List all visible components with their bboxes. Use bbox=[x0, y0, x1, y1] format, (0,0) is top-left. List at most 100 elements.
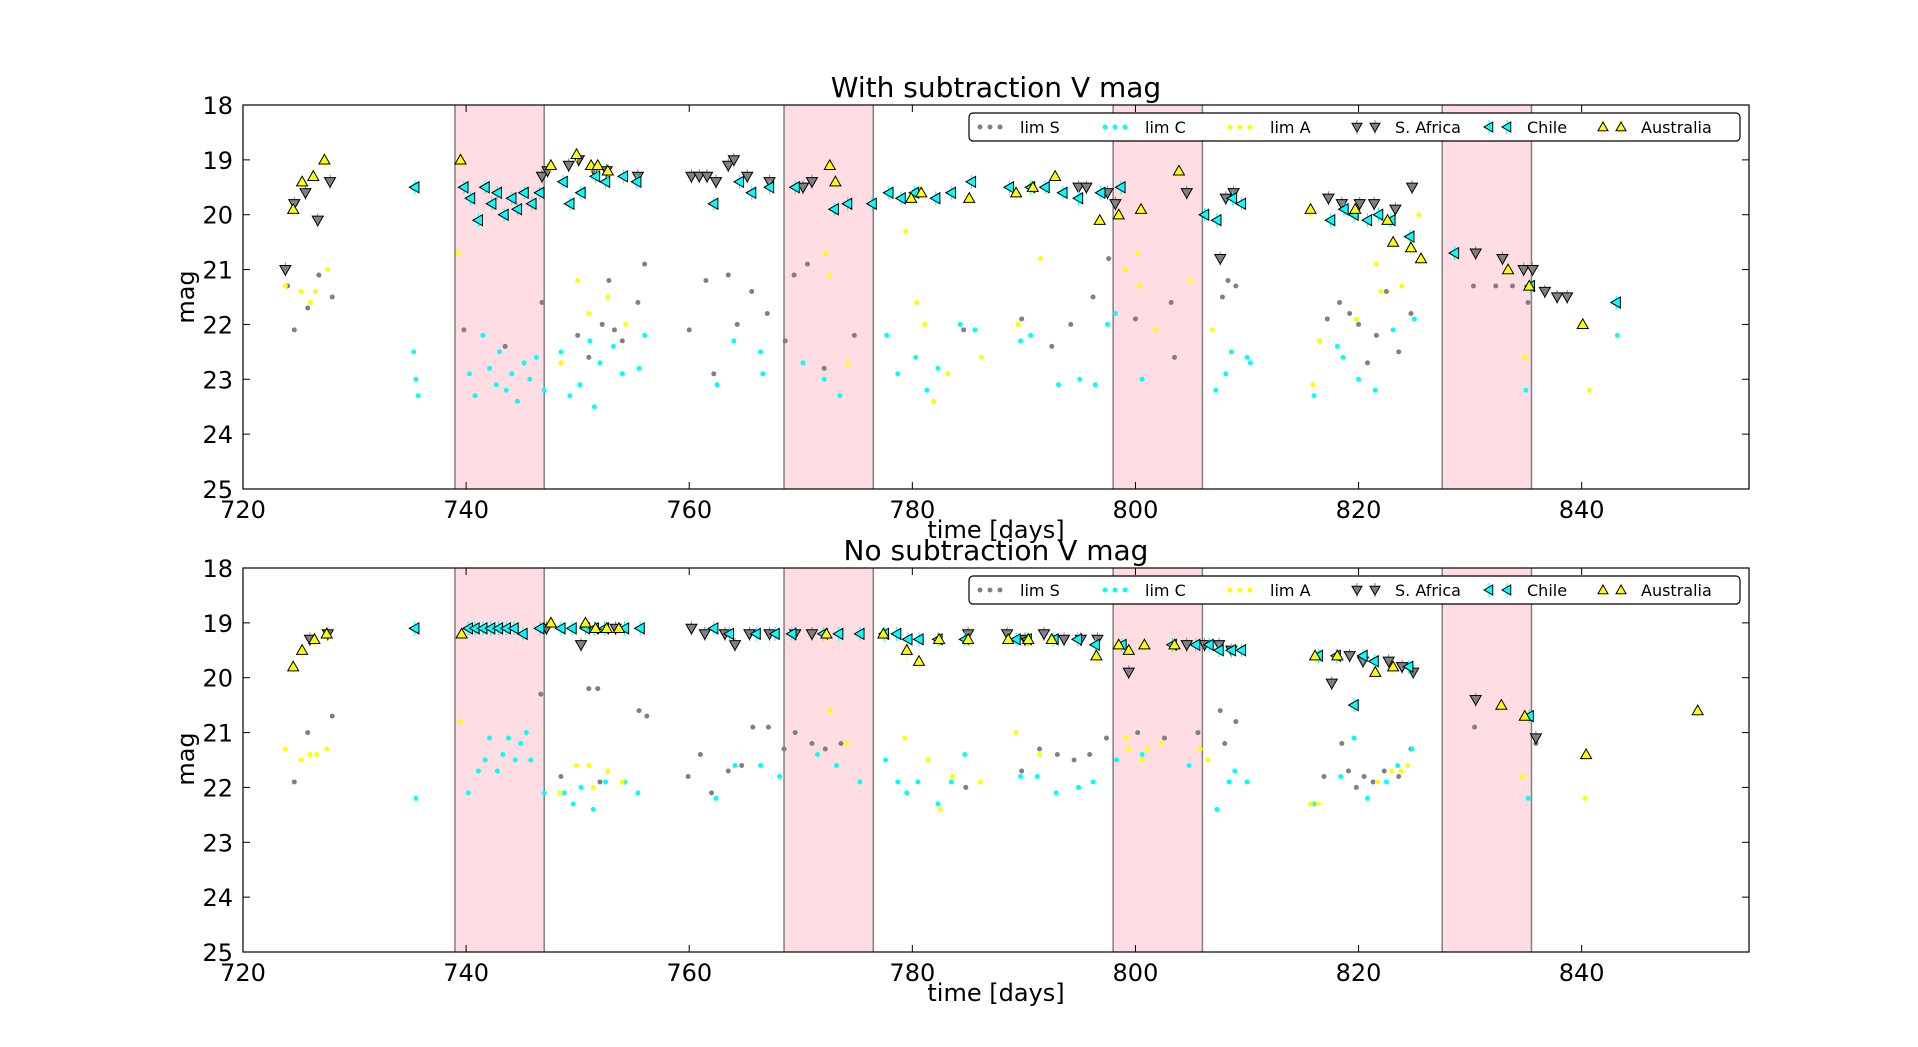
plot-frame bbox=[242, 567, 1750, 953]
limit-point bbox=[599, 321, 605, 327]
y-tick-label: 19 bbox=[202, 147, 233, 175]
limit-point bbox=[903, 228, 909, 234]
detection-marker bbox=[1180, 640, 1194, 652]
panel-title: With subtraction V mag bbox=[831, 71, 1161, 104]
detection-marker bbox=[785, 627, 797, 641]
limit-point bbox=[1219, 294, 1225, 300]
detection-marker bbox=[1210, 213, 1222, 227]
legend-marker bbox=[1227, 587, 1233, 593]
limit-point bbox=[487, 735, 493, 741]
detection-marker bbox=[601, 164, 615, 176]
limit-point bbox=[827, 272, 833, 278]
limit-point bbox=[575, 332, 581, 338]
legend-label: Chile bbox=[1527, 581, 1567, 600]
limit-point bbox=[883, 757, 889, 763]
detection-marker bbox=[1360, 213, 1373, 227]
y-tick-label: 24 bbox=[202, 421, 233, 449]
legend-marker bbox=[1122, 587, 1128, 593]
detection-marker bbox=[740, 171, 754, 183]
limit-point bbox=[1161, 735, 1167, 741]
limit-point bbox=[567, 393, 573, 399]
detection-marker bbox=[685, 171, 698, 183]
detection-marker bbox=[507, 621, 519, 635]
detection-marker bbox=[1057, 634, 1071, 646]
limit-point bbox=[948, 779, 954, 785]
limit-point bbox=[1139, 376, 1145, 382]
limit-point bbox=[1315, 801, 1321, 807]
limit-point bbox=[697, 752, 703, 758]
detection-marker bbox=[1072, 182, 1085, 194]
detection-marker bbox=[1386, 235, 1400, 247]
limit-point bbox=[1233, 283, 1239, 289]
detection-marker bbox=[929, 191, 941, 205]
limit-point bbox=[561, 790, 567, 796]
limit-point bbox=[1347, 310, 1353, 316]
x-axis-label: time [days] bbox=[927, 516, 1064, 544]
limit-point bbox=[475, 768, 481, 774]
limit-point bbox=[1389, 768, 1395, 774]
limit-point bbox=[587, 338, 593, 344]
limit-point bbox=[503, 387, 509, 393]
x-tick-label: 800 bbox=[1113, 496, 1159, 524]
detection-marker bbox=[944, 186, 957, 200]
detection-marker bbox=[901, 632, 913, 646]
limit-point bbox=[1077, 376, 1083, 382]
limit-point bbox=[1493, 283, 1499, 289]
legend-marker bbox=[1500, 584, 1512, 596]
detection-marker bbox=[1072, 191, 1084, 205]
legend-marker bbox=[1597, 583, 1609, 595]
detection-marker bbox=[962, 191, 976, 203]
detection-marker bbox=[1538, 286, 1552, 299]
limit-point bbox=[1139, 752, 1145, 758]
limit-point bbox=[1228, 349, 1234, 355]
detection-marker bbox=[1494, 698, 1508, 710]
limit-point bbox=[578, 784, 584, 790]
detection-marker bbox=[1348, 202, 1362, 214]
limit-point bbox=[1132, 316, 1138, 322]
detection-marker bbox=[1402, 660, 1414, 674]
limit-point bbox=[1373, 261, 1379, 267]
limit-point bbox=[760, 371, 766, 377]
limit-point bbox=[558, 360, 564, 366]
detection-marker bbox=[320, 627, 334, 639]
limit-point bbox=[514, 398, 520, 404]
limit-point bbox=[644, 713, 650, 719]
limit-point bbox=[413, 795, 419, 801]
detection-marker bbox=[457, 180, 469, 194]
limit-point bbox=[415, 393, 421, 399]
limit-point bbox=[725, 272, 731, 278]
detection-marker bbox=[1343, 651, 1356, 663]
detection-marker bbox=[1234, 643, 1247, 657]
y-tick-label: 23 bbox=[202, 829, 233, 857]
limit-point bbox=[605, 294, 611, 300]
detection-marker bbox=[707, 621, 719, 635]
legend-marker bbox=[1500, 121, 1512, 133]
detection-marker bbox=[286, 202, 300, 214]
detection-marker bbox=[612, 621, 626, 633]
limit-point bbox=[574, 762, 580, 768]
detection-marker bbox=[732, 175, 745, 189]
limit-point bbox=[713, 795, 719, 801]
limit-point bbox=[298, 757, 304, 763]
detection-marker bbox=[1609, 296, 1621, 309]
limit-point bbox=[1416, 212, 1422, 218]
detection-marker bbox=[544, 616, 558, 628]
legend-marker bbox=[1369, 585, 1381, 597]
legend-marker bbox=[1237, 587, 1243, 593]
limit-point bbox=[1122, 267, 1128, 273]
limit-point bbox=[1053, 790, 1059, 796]
limit-point bbox=[857, 779, 863, 785]
limit-point bbox=[838, 741, 844, 747]
limit-point bbox=[1103, 735, 1109, 741]
detection-marker bbox=[1347, 698, 1359, 712]
limit-point bbox=[1090, 779, 1096, 785]
limit-point bbox=[1106, 256, 1112, 262]
limit-point bbox=[494, 768, 500, 774]
detection-marker bbox=[1112, 208, 1126, 220]
legend-marker bbox=[1482, 584, 1494, 596]
limit-point bbox=[314, 752, 320, 758]
legend-label: lim C bbox=[1145, 581, 1186, 600]
detection-marker bbox=[1335, 199, 1349, 211]
limit-point bbox=[961, 327, 967, 333]
limit-point bbox=[1019, 768, 1025, 774]
